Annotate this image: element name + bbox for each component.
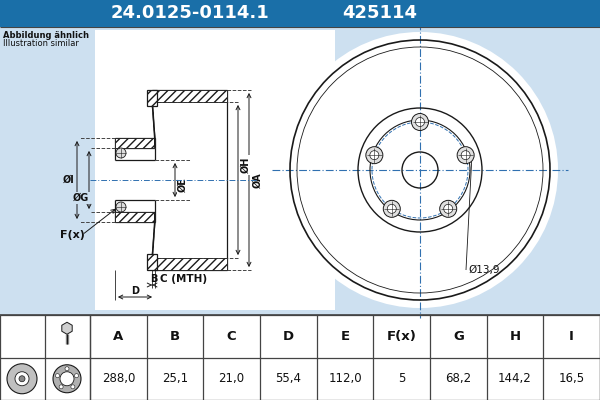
Text: G: G (453, 330, 464, 343)
Polygon shape (115, 212, 155, 222)
Circle shape (387, 204, 396, 213)
Circle shape (415, 118, 425, 126)
Bar (0, 315, 600, 400)
Polygon shape (152, 212, 155, 270)
Circle shape (444, 204, 453, 213)
Text: ØG: ØG (73, 193, 89, 203)
Circle shape (116, 202, 126, 212)
Polygon shape (115, 138, 155, 148)
Text: F(x): F(x) (60, 230, 85, 240)
Text: 25,1: 25,1 (162, 372, 188, 385)
Circle shape (60, 372, 74, 386)
Polygon shape (147, 254, 157, 270)
Text: C (MTH): C (MTH) (160, 274, 207, 284)
Polygon shape (152, 258, 227, 270)
Circle shape (59, 385, 63, 389)
Text: B: B (170, 330, 180, 343)
Polygon shape (152, 90, 155, 148)
Circle shape (383, 200, 400, 217)
Circle shape (461, 151, 470, 160)
Text: D: D (131, 286, 139, 296)
Text: E: E (340, 330, 350, 343)
Text: 288,0: 288,0 (101, 372, 135, 385)
Text: I: I (569, 330, 574, 343)
Text: H: H (509, 330, 521, 343)
Text: 68,2: 68,2 (445, 372, 472, 385)
Text: Ø13,9: Ø13,9 (468, 265, 499, 275)
Bar (0, 0, 600, 27)
Circle shape (457, 147, 474, 164)
Polygon shape (152, 90, 227, 102)
Text: 112,0: 112,0 (328, 372, 362, 385)
Circle shape (366, 147, 383, 164)
Text: ØE: ØE (178, 178, 188, 192)
Circle shape (71, 385, 75, 389)
Text: 16,5: 16,5 (559, 372, 585, 385)
Text: Abbildung ähnlich: Abbildung ähnlich (3, 31, 89, 40)
Bar (95, 30, 335, 310)
Circle shape (282, 32, 558, 308)
Text: 55,4: 55,4 (275, 372, 301, 385)
Circle shape (370, 151, 379, 160)
Text: F(x): F(x) (387, 330, 416, 343)
Text: 21,0: 21,0 (218, 372, 245, 385)
Text: 425114: 425114 (343, 4, 418, 22)
Text: 5: 5 (398, 372, 406, 385)
Text: Illustration similar: Illustration similar (3, 39, 79, 48)
Circle shape (65, 367, 69, 371)
Text: 144,2: 144,2 (498, 372, 532, 385)
Text: D: D (283, 330, 294, 343)
Circle shape (53, 365, 81, 393)
Circle shape (15, 372, 29, 386)
Text: B: B (150, 274, 157, 284)
Circle shape (116, 148, 126, 158)
Text: 24.0125-0114.1: 24.0125-0114.1 (110, 4, 269, 22)
Circle shape (19, 376, 25, 382)
Circle shape (55, 374, 59, 378)
Circle shape (74, 374, 79, 378)
Text: ØA: ØA (253, 172, 263, 188)
Text: ØI: ØI (63, 175, 75, 185)
Text: A: A (113, 330, 124, 343)
Text: C: C (227, 330, 236, 343)
Text: ØH: ØH (241, 157, 251, 173)
Circle shape (440, 200, 457, 217)
Polygon shape (62, 322, 72, 334)
Circle shape (7, 364, 37, 394)
Circle shape (412, 114, 428, 130)
Polygon shape (147, 90, 157, 106)
